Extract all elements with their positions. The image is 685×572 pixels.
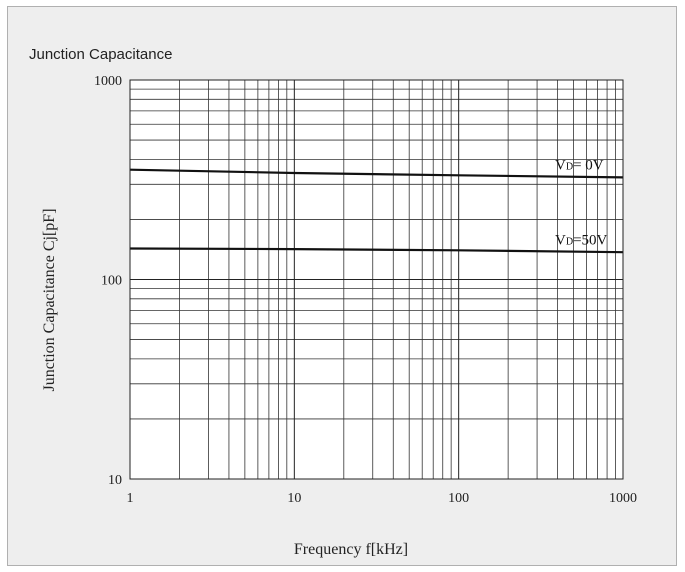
series-label-1: VD=50V (555, 232, 608, 248)
series-label-sub: D (566, 161, 573, 172)
y-tick-labels: 10 100 1000 (94, 74, 122, 488)
series-label-main: V (555, 232, 566, 248)
x-tick-label: 100 (448, 491, 469, 506)
y-tick-label: 10 (108, 473, 122, 488)
y-tick-label: 1000 (94, 74, 122, 89)
x-tick-label: 1000 (609, 491, 637, 506)
y-tick-label: 100 (101, 274, 122, 289)
series-label-0: VD= 0V (555, 157, 604, 173)
series-line-0 (129, 168, 624, 179)
series-label-rest: = 0V (573, 157, 604, 173)
chart-title: Junction Capacitance (29, 46, 173, 63)
series-line-1 (129, 247, 624, 254)
grid-lines (129, 79, 624, 480)
series-label-sub: D (566, 236, 573, 247)
series-lines (129, 168, 624, 254)
series-label-main: V (555, 157, 566, 173)
x-tick-label: 1 (127, 491, 134, 506)
series-label-rest: =50V (573, 232, 607, 248)
x-tick-labels: 1 10 100 1000 (127, 491, 638, 506)
x-tick-label: 10 (287, 491, 301, 506)
plot-frame (129, 79, 624, 480)
y-axis-label: Junction Capacitance Cj[pF] (41, 208, 58, 391)
x-axis-label: Frequency f[kHz] (294, 541, 408, 558)
